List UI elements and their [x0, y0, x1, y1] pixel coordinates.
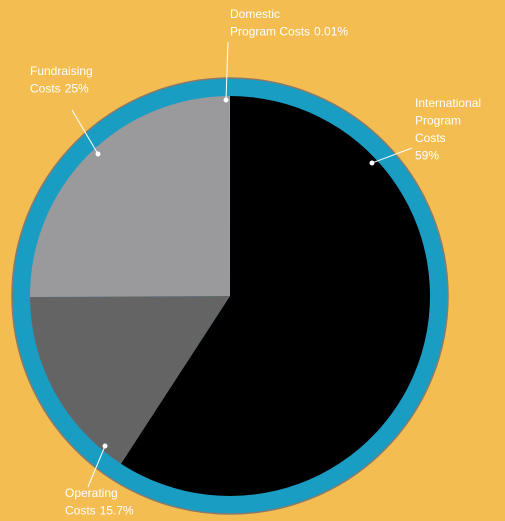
leader-dot	[223, 97, 229, 103]
leader-dot	[95, 151, 101, 157]
slice-value-label: 15.7%	[100, 504, 134, 518]
slice-label-line: Program Costs	[230, 25, 310, 39]
slice-label-line: Costs	[30, 82, 61, 96]
slice-label: Domestic Program Costs	[230, 7, 310, 39]
leader-dot	[369, 160, 375, 166]
slice-label-line: International	[415, 96, 481, 110]
slice-value-label: 59%	[415, 149, 439, 163]
leader-line	[71, 109, 99, 155]
leader-line	[87, 445, 106, 488]
slice-label: Operating Costs	[65, 486, 118, 518]
pie-slice	[30, 96, 230, 298]
pie-slice	[30, 296, 231, 464]
slice-label-line: Operating	[65, 486, 118, 500]
slice-label: International Program Costs	[415, 96, 481, 145]
slice-value-label: 0.01%	[314, 25, 348, 39]
slice-value-label: 25%	[65, 82, 89, 96]
leader-dot	[102, 443, 108, 449]
slice-label-line: Fundraising	[30, 64, 93, 78]
slice-label-line: Costs	[415, 131, 446, 145]
slice-label-line: Program	[415, 114, 461, 128]
slice-label-line: Costs	[65, 504, 96, 518]
pie-slice	[121, 96, 431, 496]
leader-line	[225, 41, 229, 101]
leader-line	[371, 147, 413, 164]
slice-label-line: Domestic	[230, 7, 280, 21]
slice-label: Fundraising Costs	[30, 64, 93, 96]
